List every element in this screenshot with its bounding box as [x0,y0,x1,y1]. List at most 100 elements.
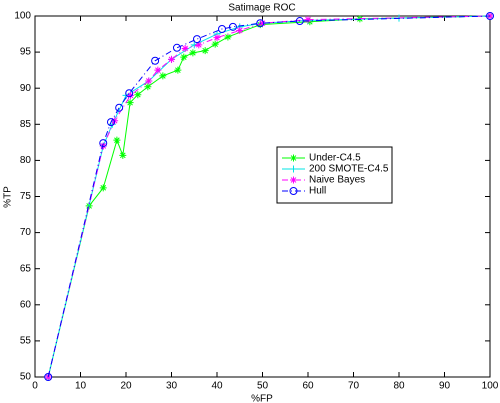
marker-shape [211,40,219,48]
x-tick-label: 0 [32,381,38,392]
series-line [47,15,491,378]
marker-shape [99,142,107,150]
marker-shape [236,26,244,34]
marker-shape [259,19,266,27]
series-line [47,15,491,378]
marker [256,21,264,29]
marker-shape [290,165,297,173]
marker [172,43,181,52]
marker-circle [218,24,227,33]
marker-shape [126,99,134,107]
marker [290,154,297,162]
y-tick-label: 85 [20,119,32,130]
marker [44,373,53,381]
marker [115,103,124,112]
marker [174,66,182,74]
marker [181,44,189,52]
x-tick-label: 40 [211,381,223,392]
marker-shape [256,21,264,29]
marker [236,26,244,34]
marker-circle [99,139,108,148]
marker-shape [134,91,142,99]
legend-label: Hull [309,186,326,197]
marker-shape [224,33,232,41]
marker [290,165,297,173]
marker-shape [154,66,162,74]
chart-title: Satimage ROC [228,3,295,14]
marker-circle [44,373,53,381]
x-tick-label: 10 [75,381,87,392]
marker-shape [189,49,197,57]
marker [151,56,160,65]
marker-circle [192,35,201,44]
marker [201,47,209,55]
y-tick-label: 60 [20,299,32,310]
marker-shape [159,72,167,80]
marker [99,142,107,150]
marker-shape [144,83,152,91]
marker [218,24,227,33]
marker-circle [228,22,237,31]
marker [228,22,237,31]
marker-circle [172,43,181,52]
marker [224,33,232,41]
marker-shape [174,66,182,74]
marker [145,77,153,85]
marker-circle [295,17,304,26]
marker-shape [201,47,209,55]
marker-shape [168,55,175,63]
marker-circle [151,56,160,65]
marker-shape [195,41,203,49]
marker [180,53,188,61]
legend-label: Under-C4.5 [309,153,361,164]
x-tick-label: 30 [166,381,178,392]
marker-circle [256,19,265,28]
marker-shape [145,77,153,85]
marker [192,35,201,44]
marker-circle [106,118,115,127]
legend-label: 200 SMOTE-C4.5 [309,164,389,175]
marker-shape [304,16,312,24]
marker [113,136,121,144]
marker [99,139,108,148]
y-tick-label: 95 [20,47,32,58]
marker [127,91,135,99]
marker [106,118,115,127]
y-tick-label: 75 [20,191,32,202]
plot-area [34,15,491,378]
x-tick-label: 90 [439,381,451,392]
y-axis-label: %TP [3,186,14,208]
marker [290,176,297,184]
marker [195,41,203,49]
marker-shape [290,154,297,162]
marker-circle [115,103,124,112]
marker [134,91,142,99]
x-tick-label: 60 [302,381,314,392]
marker-shape [180,53,188,61]
marker [126,99,134,107]
marker [154,66,162,74]
y-tick-label: 50 [20,372,32,383]
marker-shape [486,12,494,20]
marker [125,89,134,98]
marker [295,17,304,26]
marker-shape [290,176,297,184]
x-axis-label: %FP [251,394,273,403]
marker [259,19,266,27]
y-tick-label: 55 [20,336,32,347]
marker [289,187,298,195]
x-tick-label: 70 [348,381,360,392]
marker-shape [119,151,127,159]
y-tick-label: 65 [20,263,32,274]
marker [144,83,152,91]
y-tick-label: 70 [20,227,32,238]
marker-shape [213,34,221,42]
y-tick-label: 80 [20,155,32,166]
marker [304,16,312,24]
marker [211,40,219,48]
x-tick-label: 100 [482,381,499,392]
x-tick-label: 20 [120,381,132,392]
marker-circle [125,89,134,98]
marker-circle [289,187,298,195]
x-tick-label: 50 [257,381,269,392]
